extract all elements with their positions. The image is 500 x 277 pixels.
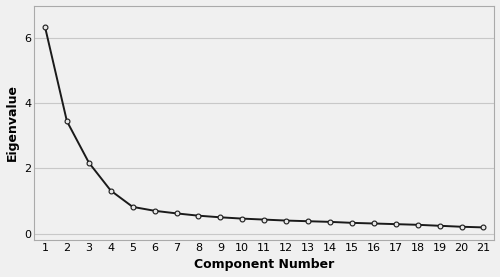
Y-axis label: Eigenvalue: Eigenvalue xyxy=(6,84,18,161)
X-axis label: Component Number: Component Number xyxy=(194,258,334,271)
